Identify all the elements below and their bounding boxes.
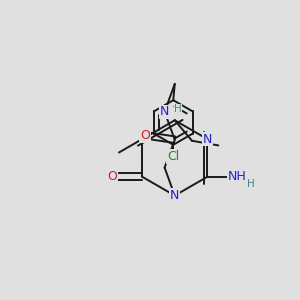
Text: H: H <box>174 104 182 114</box>
Text: O: O <box>107 170 117 183</box>
Text: N: N <box>160 105 169 118</box>
Text: Cl: Cl <box>167 150 179 163</box>
Text: H: H <box>247 179 254 189</box>
Text: O: O <box>140 129 150 142</box>
Text: N: N <box>203 133 212 146</box>
Text: NH: NH <box>228 170 247 183</box>
Text: N: N <box>170 189 179 202</box>
